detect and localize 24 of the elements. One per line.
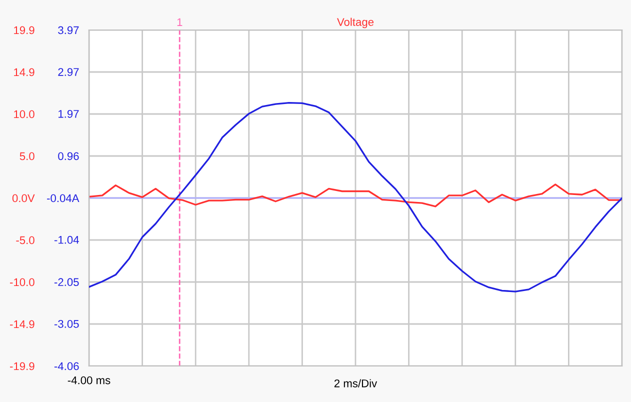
y-tick-label: 14.9 [14,68,34,76]
line-series [89,184,622,208]
y2-tick-label: 0.96 [58,152,79,160]
y2-tick-label: 1.97 [58,110,79,118]
y2-tick-label: -0.04A [47,194,80,202]
y-tick-label: 19.9 [14,26,34,34]
line-series [89,102,622,292]
y2-tick-label: -2.05 [54,278,79,286]
y2-tick-label: -1.04 [54,236,79,244]
y2-tick-label: -4.06 [54,362,79,370]
y-tick-label: -5.0 [16,236,34,244]
text: 1 [177,18,182,26]
y-tick-label: 10.0 [14,110,34,118]
y2-tick-label: 3.97 [58,26,79,34]
y-tick-label: -19.9 [10,362,34,370]
y-tick-label: -10.0 [10,278,34,286]
y-tick-label: 0.0V [12,194,35,202]
x-axis-title: 2 ms/Div [334,379,378,388]
y-tick-label: -14.9 [10,320,34,328]
text: -4.00 ms [68,376,110,384]
y-tick-label: 5.0 [20,152,34,160]
chart-title: Voltage [337,18,374,28]
y2-tick-label: -3.05 [54,320,79,328]
y2-tick-label: 2.97 [58,68,79,76]
